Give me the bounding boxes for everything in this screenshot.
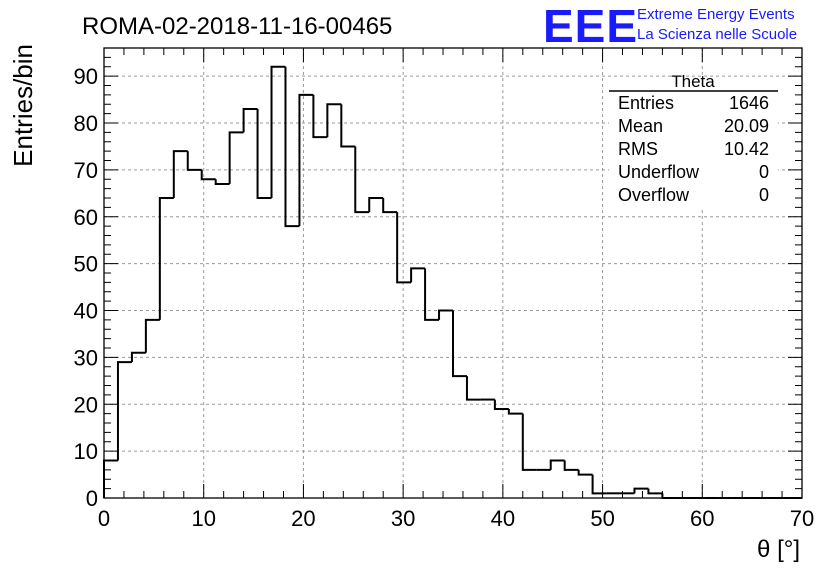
x-tick-label: 30 [391,506,415,531]
eee-logo-mark: EEE [543,0,638,52]
histogram-bin [647,488,663,495]
histogram-bin [507,408,523,415]
histogram-bin [465,376,481,401]
stats-box: Theta Entries 1646 Mean 20.09 RMS 10.42 … [609,72,778,209]
x-tick-label: 50 [590,506,614,531]
stats-mean-label: Mean [618,116,663,136]
histogram-bin [186,151,202,171]
run-title: ROMA-02-2018-11-16-00465 [82,13,392,40]
x-tick-label: 10 [191,506,215,531]
stats-entries-label: Entries [618,93,674,113]
histogram-bin [144,318,160,353]
eee-logo: EEE Extreme Energy Events La Scienza nel… [543,0,797,52]
y-tick-label: 70 [74,158,98,183]
histogram-bin [158,197,174,320]
stats-underflow-label: Underflow [618,162,700,182]
stats-title: Theta [671,72,715,91]
histogram-bin [661,493,677,499]
histogram-bin [438,309,453,320]
x-tick-label: 60 [690,506,714,531]
histogram-bin [270,65,286,198]
y-tick-label: 10 [74,439,98,464]
histogram-bin [577,469,593,476]
histogram-bin [563,460,579,471]
histogram-bin [284,66,300,228]
x-tick-label: 20 [291,506,315,531]
histogram-bin [452,310,467,378]
histogram-bin [368,197,384,213]
y-tick-labels: 0 10 20 30 40 50 60 70 80 90 [74,64,98,511]
histogram-bin [410,267,426,283]
histogram-bin [172,150,188,198]
histogram-bin [521,413,537,471]
stats-overflow-value: 0 [759,185,769,205]
x-axis-title: θ [°] [757,536,800,563]
histogram-bin [591,474,607,495]
y-tick-label: 20 [74,392,98,417]
histogram-bin [228,131,244,184]
histogram-bin [424,268,440,321]
stats-rms-value: 10.42 [724,139,769,159]
histogram-bin [396,212,412,284]
histogram-bin [214,179,230,185]
eee-logo-line1: Extreme Energy Events [637,6,795,23]
y-tick-label: 30 [74,345,98,370]
stats-overflow-label: Overflow [618,185,690,205]
y-tick-label: 50 [74,252,98,277]
eee-logo-line2: La Scienza nelle Scuole [637,26,797,43]
histogram-bin [256,108,272,199]
histogram-bin [312,94,328,139]
stats-rms-label: RMS [618,139,658,159]
y-tick-label: 80 [74,111,98,136]
y-tick-label: 40 [74,299,98,324]
stats-entries-value: 1646 [729,93,769,113]
histogram-bin [633,487,649,494]
histogram-bin [200,169,216,181]
histogram-bin [298,93,314,227]
axis-ticks [103,47,803,499]
histogram-bin [549,459,565,470]
histogram-bin [354,146,370,214]
histogram-bin [326,103,342,138]
x-tick-label: 70 [790,506,814,531]
histogram-bin [130,351,146,363]
histogram-bin [242,107,258,133]
y-tick-label: 90 [74,64,98,89]
y-axis-title: Entries/bin [8,44,38,167]
x-tick-label: 40 [491,506,515,531]
y-tick-label: 0 [86,486,98,511]
stats-mean-value: 20.09 [724,116,769,136]
histogram-bin [493,399,509,410]
x-tick-label: 0 [98,506,110,531]
x-tick-labels: 0 10 20 30 40 50 60 70 [98,506,814,531]
stats-underflow-value: 0 [759,162,769,182]
histogram-bin [116,361,132,461]
histogram-bin [340,104,356,148]
histogram-bin [382,198,398,214]
y-tick-label: 60 [74,205,98,230]
